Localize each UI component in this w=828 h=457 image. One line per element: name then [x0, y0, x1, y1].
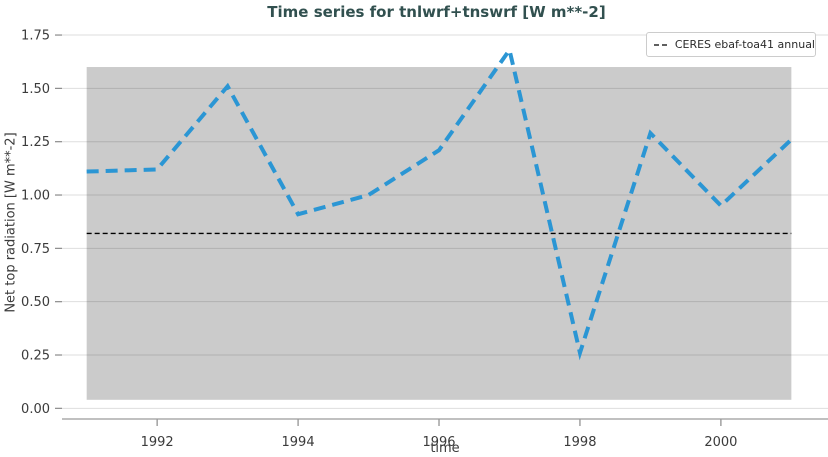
y-tick-label: 0.00: [21, 402, 50, 417]
y-tick-label: 0.25: [21, 349, 50, 364]
legend-dashed-line-icon: [654, 43, 667, 46]
chart-title: Time series for tnlwrf+tnswrf [W m**-2]: [267, 3, 606, 21]
x-tick-label: 1992: [141, 435, 174, 450]
x-tick-label: 1998: [563, 435, 596, 450]
x-tick-label: 1996: [422, 435, 455, 450]
data-series-line: [86, 45, 793, 361]
x-tick-label: 1994: [282, 435, 315, 450]
y-tick-label: 0.75: [21, 242, 50, 257]
legend-label: CERES ebaf-toa41 annual: [674, 38, 815, 51]
x-axis-label: time: [430, 441, 460, 456]
legend: CERES ebaf-toa41 annual: [646, 32, 816, 57]
y-tick-label: 1.75: [21, 29, 50, 44]
x-tick-label: 2000: [704, 435, 737, 450]
y-tick-label: 1.25: [21, 135, 50, 150]
y-tick-label: 0.50: [21, 295, 50, 310]
y-tick-label: 1.50: [21, 82, 50, 97]
y-tick-label: 1.00: [21, 189, 50, 204]
